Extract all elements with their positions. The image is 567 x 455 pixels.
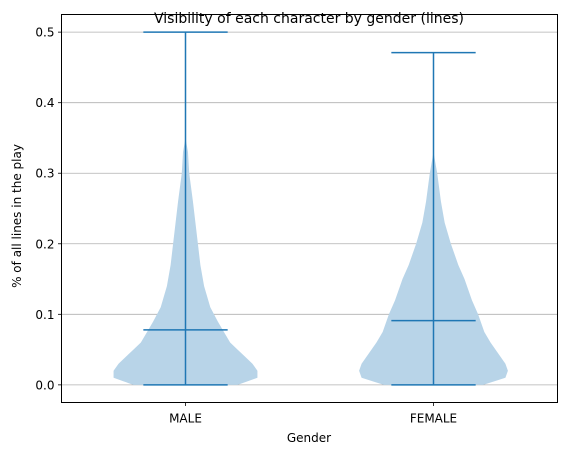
y-tick-label: 0.5 bbox=[35, 26, 54, 40]
y-axis-label: % of all lines in the play bbox=[10, 144, 24, 288]
violins bbox=[113, 31, 508, 386]
x-axis-ticks: MALE FEMALE bbox=[169, 402, 457, 426]
x-tick-label: FEMALE bbox=[410, 412, 457, 426]
y-axis-ticks: 0.0 0.1 0.2 0.3 0.4 0.5 bbox=[35, 26, 62, 392]
x-tick-label: MALE bbox=[169, 412, 202, 426]
y-tick-label: 0.0 bbox=[35, 378, 54, 392]
x-axis-label: Gender bbox=[287, 431, 331, 445]
y-tick-label: 0.3 bbox=[35, 167, 54, 181]
y-tick-label: 0.2 bbox=[35, 237, 54, 251]
y-tick-label: 0.1 bbox=[35, 308, 54, 322]
chart-title: Visibility of each character by gender (… bbox=[154, 11, 464, 27]
plot-frame bbox=[61, 14, 558, 403]
y-tick-label: 0.4 bbox=[35, 96, 54, 110]
